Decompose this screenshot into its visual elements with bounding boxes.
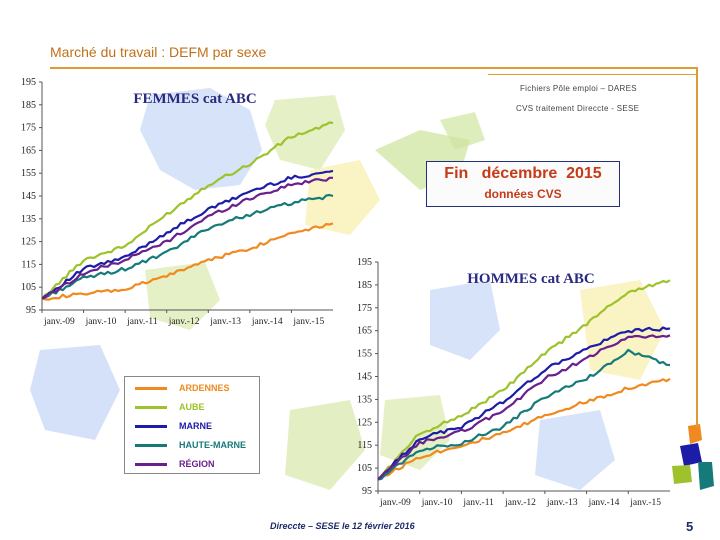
legend-swatch-marne	[135, 425, 167, 428]
date-title: Fin décembre 2015	[444, 165, 602, 182]
femmes-y-tick-label: 195	[21, 77, 36, 88]
hommes-chart: 95 105 115 125 135 145 155 165 175 185 195 janv.-0…	[357, 257, 671, 508]
femmes-series-marne	[41, 169, 334, 300]
map-blob-green-bottom2	[380, 395, 450, 470]
map-blob-green-bottom	[285, 400, 365, 490]
hommes-y-tick-label: 115	[357, 440, 372, 451]
legend-swatch-haute-marne	[135, 444, 167, 447]
femmes-y-tick-label: 115	[21, 259, 36, 270]
femmes-chart-title: FEMMES cat ABC	[133, 91, 256, 107]
hommes-series-region	[377, 334, 671, 481]
legend-label-region: RÉGION	[179, 459, 215, 469]
femmes-series-ardennes	[41, 222, 334, 301]
femmes-y-tick-label: 175	[21, 123, 36, 134]
source-rule	[488, 74, 696, 75]
hommes-series-ardennes	[377, 377, 671, 481]
map-blob-green-small	[440, 112, 485, 150]
hommes-x-tick-label: janv.-14	[588, 498, 620, 508]
hommes-x-tick-label: janv.-13	[546, 498, 578, 508]
legend-swatch-ardennes	[135, 387, 167, 390]
legend-label-haute-marne: HAUTE-MARNE	[179, 440, 246, 450]
femmes-y-axis: 95 105 115 125 135 145 155 165 175 185 195	[21, 77, 43, 316]
hommes-x-tick-label: janv.-10	[421, 498, 453, 508]
femmes-y-tick-label: 185	[21, 100, 36, 111]
date-box: Fin décembre 2015 données CVS	[426, 161, 620, 207]
page-number: 5	[686, 519, 694, 534]
hommes-series-marne	[377, 326, 671, 481]
femmes-series	[41, 121, 334, 301]
title-underline	[50, 67, 698, 69]
map-blob-blue-bottomright	[535, 410, 615, 490]
femmes-chart: 95 105 115 125 135 145 155 165 175 185 195 janv.-0…	[21, 77, 334, 327]
region-map-logo	[672, 424, 714, 490]
femmes-series-haute-marne	[41, 193, 334, 300]
legend-label-ardennes: ARDENNES	[179, 383, 230, 393]
femmes-series-region	[41, 176, 333, 300]
femmes-x-tick-label: janv.-12	[168, 317, 200, 327]
legend-label-aube: AUBE	[179, 402, 205, 412]
right-border-line	[696, 67, 698, 427]
hommes-y-tick-label: 95	[362, 486, 372, 497]
femmes-y-tick-label: 105	[21, 282, 36, 293]
hommes-series-haute-marne	[377, 348, 671, 481]
hommes-y-tick-label: 125	[357, 417, 372, 428]
femmes-series-aube	[41, 121, 334, 300]
femmes-y-tick-label: 145	[21, 191, 36, 202]
map-blob-blue-left	[140, 88, 262, 190]
femmes-x-tick-label: janv.-13	[209, 317, 241, 327]
hommes-y-tick-label: 145	[357, 372, 372, 383]
femmes-x-tick-label: janv.-10	[85, 317, 117, 327]
map-blob-blue-mid	[430, 280, 500, 360]
legend: ARDENNES AUBE MARNE HAUTE-MARNE RÉGION	[124, 376, 260, 474]
source-text-2: CVS traitement Direccte - SESE	[516, 104, 640, 113]
hommes-y-tick-label: 105	[357, 463, 372, 474]
legend-swatch-region	[135, 463, 167, 466]
hommes-y-tick-label: 155	[357, 349, 372, 360]
map-blob-blue-bottomleft	[30, 345, 120, 440]
hommes-y-tick-label: 195	[357, 257, 372, 268]
hommes-y-tick-label: 175	[357, 303, 372, 314]
footer-text: Direccte – SESE le 12 février 2016	[270, 521, 415, 531]
date-subtitle: données CVS	[484, 187, 562, 201]
femmes-y-tick-label: 125	[21, 237, 36, 248]
femmes-y-tick-label: 155	[21, 168, 36, 179]
hommes-y-axis: 95 105 115 125 135 145 155 165 175 185 195	[357, 257, 379, 497]
femmes-x-tick-label: janv.-11	[126, 317, 158, 327]
hommes-x-tick-label: janv.-09	[379, 498, 411, 508]
hommes-x-tick-label: janv.-15	[629, 498, 661, 508]
hommes-y-tick-label: 165	[357, 326, 372, 337]
femmes-y-tick-label: 165	[21, 145, 36, 156]
femmes-x-tick-label: janv.-15	[292, 317, 324, 327]
hommes-series	[377, 279, 671, 481]
hommes-chart-title: HOMMES cat ABC	[467, 271, 595, 287]
hommes-x-tick-label: janv.-12	[504, 498, 536, 508]
hommes-y-tick-label: 135	[357, 394, 372, 405]
map-blob-yellow	[305, 160, 380, 235]
hommes-x-tick-label: janv.-11	[462, 498, 494, 508]
femmes-x-tick-label: janv.-09	[43, 317, 75, 327]
slide-title: Marché du travail : DEFM par sexe	[50, 44, 267, 60]
femmes-x-axis: janv.-09 janv.-10 janv.-11 janv.-12 janv.-13…	[41, 309, 333, 327]
hommes-y-tick-label: 185	[357, 280, 372, 291]
femmes-y-tick-label: 135	[21, 214, 36, 225]
femmes-x-tick-label: janv.-14	[251, 317, 283, 327]
hommes-x-axis: janv.-09 janv.-10 janv.-11 janv.-12 janv.-13…	[377, 490, 670, 508]
map-blob-green-bottomleft	[145, 262, 220, 330]
source-text-1: Fichiers Pôle emploi – DARES	[520, 84, 637, 93]
hommes-series-aube	[377, 279, 671, 481]
femmes-y-tick-label: 95	[26, 305, 36, 316]
legend-swatch-aube	[135, 406, 167, 409]
legend-label-marne: MARNE	[179, 421, 212, 431]
